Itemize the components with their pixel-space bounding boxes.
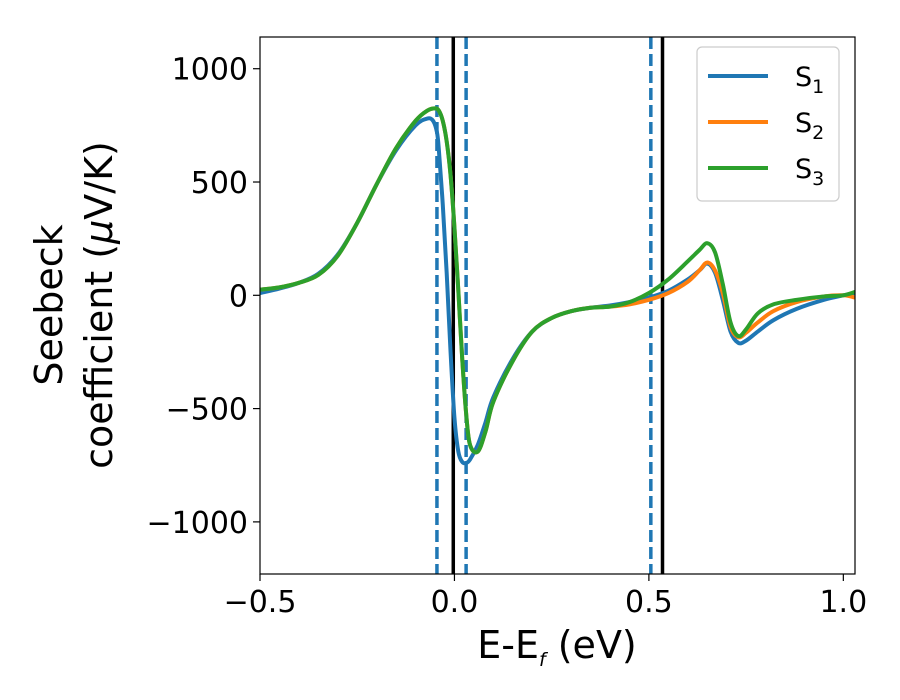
legend-label-sub-s2: 2: [812, 122, 824, 144]
legend-label-s1: S1: [795, 62, 824, 98]
x-tick-label-0: −0.5: [224, 585, 297, 620]
legend-label-sub-s3: 3: [812, 168, 824, 190]
y-axis-ticks: 1000 500 0 −500 −1000: [147, 53, 260, 541]
y-tick-label-2: 0: [229, 279, 248, 314]
x-tick-label-1: 0.0: [431, 585, 479, 620]
x-axis-label: E-Ef (eV): [477, 623, 637, 671]
legend-label-base-s1: S: [795, 62, 812, 93]
y-tick-label-3: −500: [166, 393, 248, 428]
y-axis-label-line2: coefficient (μV/K): [77, 141, 121, 469]
y-axis-label-line2-suffix: V/K): [77, 141, 121, 220]
y-axis-label-line2-prefix: coefficient (: [77, 244, 121, 469]
y-tick-label-4: −1000: [147, 506, 248, 541]
x-axis-label-prefix: E-E: [477, 623, 539, 667]
y-tick-label-1: 500: [191, 166, 248, 201]
legend-label-sub-s1: 1: [812, 76, 824, 98]
x-axis-label-sub: f: [539, 649, 549, 671]
legend-label-base-s3: S: [795, 154, 812, 185]
plot-frame: [259, 36, 856, 575]
y-axis-label-mu: μ: [77, 220, 121, 245]
legend-label-s2: S2: [795, 108, 824, 144]
y-axis-label-line1: Seebeck: [27, 224, 71, 385]
series-lines: [260, 106, 855, 466]
x-axis-ticks: −0.5 0.0 0.5 1.0: [224, 574, 867, 620]
series-line-s3: [260, 106, 855, 455]
legend-label-s3: S3: [795, 154, 824, 190]
x-axis-label-suffix: (eV): [546, 623, 637, 667]
x-tick-label-2: 0.5: [625, 585, 673, 620]
x-tick-label-3: 1.0: [819, 585, 867, 620]
legend-label-base-s2: S: [795, 108, 812, 139]
y-tick-label-0: 1000: [172, 53, 248, 88]
